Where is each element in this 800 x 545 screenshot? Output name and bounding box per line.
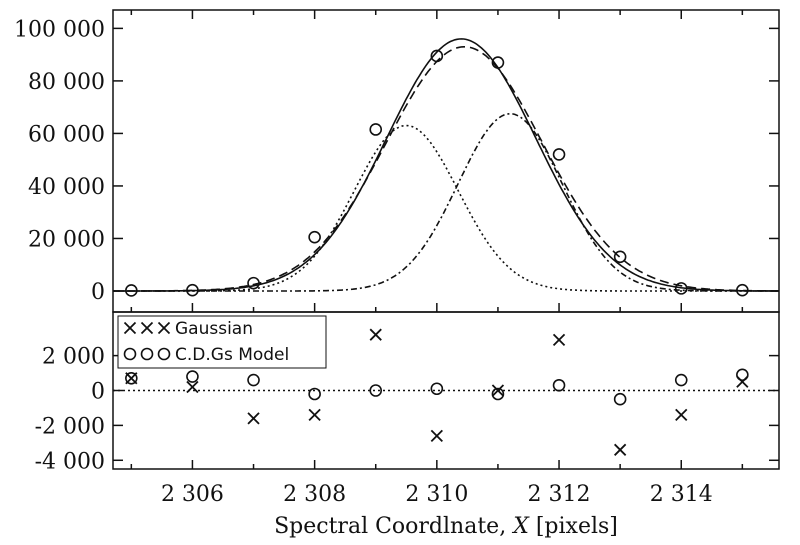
residual-cdgs-point [613,392,627,406]
top-y-tick-label: 100 000 [14,17,105,42]
residual-gaussian-point [491,384,505,397]
x-axis-title: Spectral Coordlnate, X [pixels] [274,514,618,539]
data-point [308,230,321,244]
residual-cdgs-point [430,382,444,396]
model-curve [113,38,779,292]
bottom-y-tick-label: -4 000 [35,449,105,474]
model-curve [113,46,779,292]
residual-gaussian-point [552,333,566,347]
residual-gaussian-point [675,408,688,422]
bottom-y-tick-label: 2 000 [42,345,105,370]
data-point [369,123,383,136]
residual-cdgs-point [736,368,749,382]
bottom-y-tick-label: 0 [91,380,105,405]
residual-cdgs-point [308,387,321,401]
data-point [674,282,688,295]
data-point [736,283,749,297]
residual-cdgs-point [186,370,199,383]
data-point [552,148,566,161]
top-y-ticks: 0 20 000 40 000 60 000 80 000 100 000 [14,17,779,305]
residual-cdgs-point [125,371,138,385]
x-tick-label: 2 314 [650,482,713,507]
legend-x-marker [140,321,154,335]
top-y-tick-label: 0 [91,280,105,305]
top-y-tick-label: 80 000 [28,70,105,95]
legend-box [117,315,327,369]
legend-gaussian-label: Gaussian [175,319,253,339]
data-point [125,284,138,297]
top-y-tick-label: 60 000 [28,122,105,147]
data-point [186,283,199,297]
x-tick-label: 2 308 [283,482,346,507]
top-model-curves [113,38,779,292]
legend-x-marker [123,321,137,335]
x-tick-label: 2 310 [405,482,468,507]
residual-cdgs-point [369,384,383,397]
legend: Gaussian C.D.Gs Model [117,315,327,369]
data-point [613,250,627,264]
residual-gaussian-point [430,429,443,442]
bottom-x-ticks: 2 306 2 308 2 310 2 312 2 314 [130,460,744,507]
legend-cdgs-label: C.D.Gs Model [175,345,289,365]
residual-gaussian-point [614,443,627,456]
residual-gaussian-point [308,408,321,422]
legend-cdgs-marker [123,347,171,361]
top-y-tick-label: 40 000 [28,175,105,200]
top-panel: 0 20 000 40 000 60 000 80 000 100 000 [14,9,780,313]
bottom-y-ticks: -4 000 -2 000 0 2 000 [35,345,779,474]
top-panel-frame [112,9,780,313]
data-point [491,56,505,69]
model-curve [113,124,779,292]
legend-x-marker [157,321,171,335]
top-x-ticks [130,10,744,312]
residual-cdgs-point [552,378,566,392]
residual-cdgs-point [674,373,688,387]
model-curve [113,112,779,292]
legend-gaussian-marker [123,321,171,335]
legend-circle-marker [140,347,154,361]
x-tick-label: 2 312 [528,482,591,507]
data-point [430,49,444,63]
residual-points [125,328,749,456]
residual-cdgs-point [247,373,260,387]
data-point [247,276,260,290]
residual-cdgs-point [491,387,505,401]
top-data-points [125,49,749,297]
residual-gaussian-point [247,412,260,425]
legend-circle-marker [157,347,171,361]
residual-gaussian-point [369,328,382,341]
residual-gaussian-point [186,380,199,394]
top-y-tick-label: 20 000 [28,227,105,252]
x-tick-label: 2 306 [161,482,224,507]
bottom-y-tick-label: -2 000 [35,414,105,439]
legend-circle-marker [123,347,137,361]
